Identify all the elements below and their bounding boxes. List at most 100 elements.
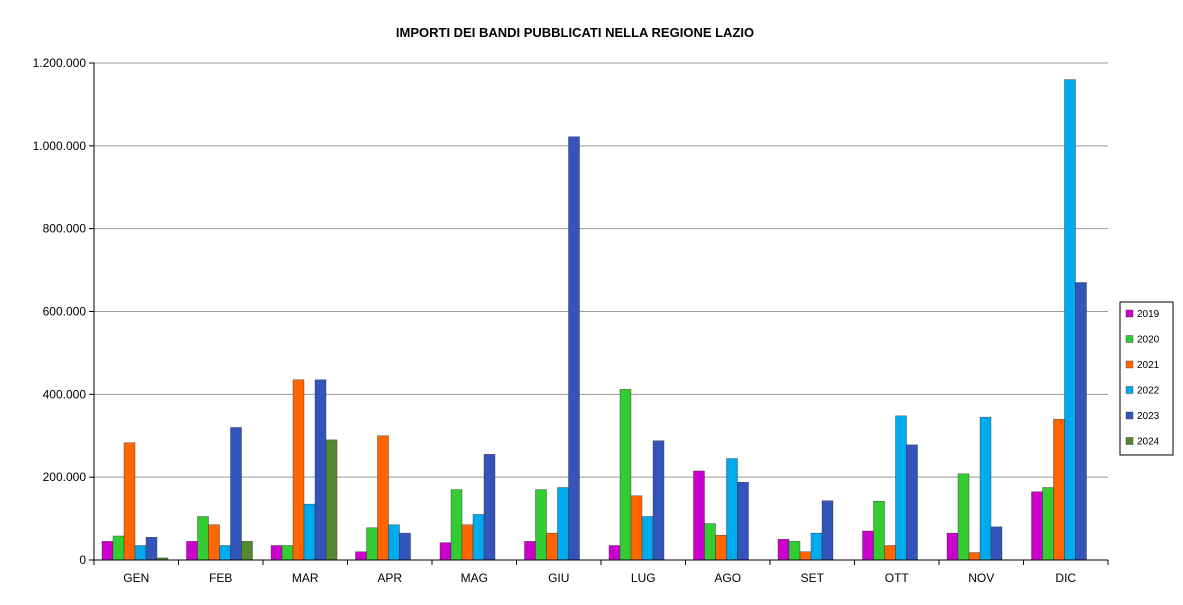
bar <box>186 541 198 561</box>
bar <box>884 545 896 561</box>
bar <box>472 514 485 561</box>
bar <box>810 532 823 561</box>
bar <box>134 545 147 561</box>
bar <box>439 542 452 561</box>
legend-label: 2024 <box>1137 437 1160 448</box>
chart-title: IMPORTI DEI BANDI PUBBLICATI NELLA REGIO… <box>396 25 754 40</box>
legend-label: 2020 <box>1137 335 1160 346</box>
bar <box>946 532 959 561</box>
bar <box>281 545 294 561</box>
x-category-label: DIC <box>1055 571 1076 585</box>
bar <box>208 524 220 561</box>
bar <box>145 537 158 561</box>
bar <box>873 500 885 561</box>
bar <box>1075 282 1087 561</box>
bar <box>461 524 474 561</box>
y-tick-label: 1.000.000 <box>33 139 87 153</box>
x-category-label: GEN <box>123 571 149 585</box>
legend: 2019 2020 2021 2022 2023 2024 <box>1119 301 1174 456</box>
bar <box>314 379 327 561</box>
bar <box>1064 79 1076 561</box>
bar <box>450 489 463 561</box>
bar <box>123 442 136 561</box>
bar <box>799 551 812 561</box>
bar <box>906 444 918 561</box>
x-category-label: MAR <box>292 571 319 585</box>
bar <box>303 503 316 561</box>
bar <box>957 473 970 561</box>
bar <box>546 532 558 561</box>
legend-swatch <box>1125 335 1134 343</box>
x-category-label: AGO <box>714 571 741 585</box>
y-tick-label: 400.000 <box>43 387 87 401</box>
bar <box>1031 491 1043 561</box>
bar <box>535 489 547 561</box>
bar <box>1042 487 1054 561</box>
bar <box>366 527 378 561</box>
x-category-label: OTT <box>885 571 910 585</box>
bar <box>788 541 801 561</box>
legend-label: 2019 <box>1137 309 1160 320</box>
legend-swatch <box>1125 386 1134 394</box>
legend-swatch <box>1125 309 1134 318</box>
bar <box>270 545 283 561</box>
bar <box>1053 418 1065 561</box>
bar <box>895 415 907 561</box>
bar <box>715 534 727 561</box>
bar <box>112 535 125 561</box>
bar <box>325 439 338 561</box>
axes <box>89 62 1109 565</box>
bar <box>355 551 367 561</box>
legend-box <box>1119 301 1174 456</box>
x-category-label: SET <box>801 571 825 585</box>
bar <box>219 545 231 561</box>
bar <box>619 389 632 561</box>
legend-label: 2021 <box>1137 360 1160 371</box>
bar <box>292 379 305 561</box>
x-category-label: LUG <box>631 571 656 585</box>
x-axis-categories: GEN FEB MAR APR MAG GIU LUG AGO SET OTT NOV DIC <box>123 571 1076 585</box>
bar <box>568 136 580 561</box>
bar <box>693 470 705 561</box>
legend-swatch <box>1125 411 1134 420</box>
bar <box>737 481 749 561</box>
x-category-label: FEB <box>209 571 232 585</box>
y-axis-ticks: 0 200.000 400.000 600.000 800.000 1.000.000 1.… <box>33 56 87 567</box>
x-category-label: APR <box>377 571 402 585</box>
x-category-label: MAG <box>461 571 488 585</box>
bar <box>197 516 209 561</box>
x-category-label: GIU <box>548 571 569 585</box>
bar <box>652 440 665 561</box>
y-tick-label: 1.200.000 <box>33 56 87 70</box>
bar <box>101 541 114 561</box>
bar <box>483 454 496 561</box>
bar <box>641 516 654 561</box>
y-tick-label: 200.000 <box>43 470 87 484</box>
bar <box>388 524 400 561</box>
bar <box>979 416 992 561</box>
y-tick-label: 0 <box>79 553 86 567</box>
bar <box>821 500 834 561</box>
bar <box>241 541 253 561</box>
y-tick-label: 800.000 <box>43 222 87 236</box>
bar <box>968 552 981 561</box>
bars <box>101 79 1087 561</box>
bar <box>399 532 411 561</box>
bar <box>726 458 738 561</box>
x-category-label: NOV <box>968 571 994 585</box>
legend-label: 2022 <box>1137 386 1160 397</box>
gridlines <box>94 62 1108 478</box>
bar <box>377 435 389 561</box>
legend-swatch <box>1125 360 1134 369</box>
bar <box>704 523 716 561</box>
bar <box>524 541 536 561</box>
bar <box>230 427 242 561</box>
bar <box>777 539 790 561</box>
bar <box>630 495 643 561</box>
legend-label: 2023 <box>1137 411 1160 422</box>
legend-swatch <box>1125 437 1134 445</box>
bar <box>557 487 569 561</box>
y-tick-label: 600.000 <box>43 305 87 319</box>
bar <box>608 545 621 561</box>
